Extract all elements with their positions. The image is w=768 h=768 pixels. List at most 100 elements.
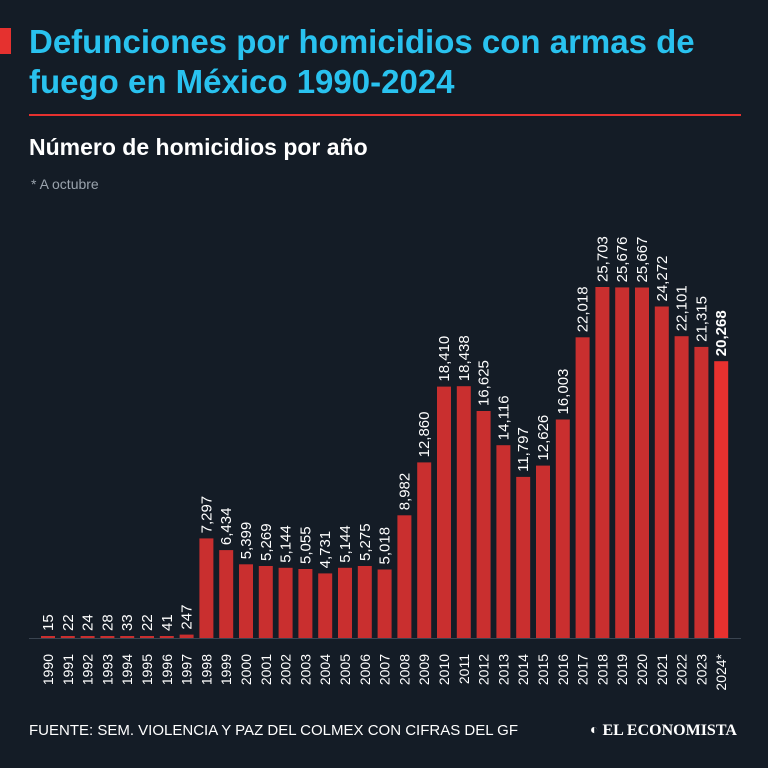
- bar-2006: [357, 566, 372, 638]
- x-tick-2016: 2016: [555, 654, 571, 685]
- x-tick-2008: 2008: [396, 654, 412, 685]
- bar-1996: [159, 636, 174, 638]
- bar-2020: [635, 287, 649, 638]
- value-label-1994: 33: [119, 614, 136, 631]
- value-label-2000: 5,399: [238, 522, 255, 560]
- x-tick-2020: 2020: [634, 654, 650, 685]
- x-tick-1994: 1994: [119, 654, 135, 685]
- x-tick-1991: 1991: [60, 654, 76, 685]
- bar-1992: [80, 636, 95, 638]
- value-label-2010: 18,410: [436, 336, 453, 382]
- bar-1998: [199, 538, 214, 638]
- bar-2004: [318, 573, 333, 638]
- x-tick-1998: 1998: [198, 654, 214, 685]
- bar-1997: [179, 634, 194, 638]
- bar-2008: [397, 515, 412, 638]
- value-label-2005: 5,144: [337, 525, 354, 563]
- bar-2000: [239, 564, 253, 638]
- x-tick-2017: 2017: [575, 654, 591, 685]
- bar-2018: [595, 287, 610, 638]
- value-label-1992: 24: [80, 614, 97, 631]
- brand-icon: ◐: [590, 723, 599, 738]
- value-label-2014: 11,797: [515, 427, 532, 472]
- x-tick-2014: 2014: [515, 654, 531, 685]
- value-label-1998: 7,297: [198, 496, 215, 534]
- value-label-2002: 5,144: [278, 525, 295, 563]
- x-tick-1990: 1990: [40, 654, 56, 685]
- bar-1999: [219, 550, 234, 638]
- x-tick-2019: 2019: [614, 654, 630, 685]
- value-label-2024*: 20,268: [713, 310, 730, 356]
- value-label-1991: 22: [60, 614, 77, 631]
- bar-2016: [555, 419, 570, 638]
- x-tick-2007: 2007: [377, 654, 393, 685]
- value-label-2011: 18,438: [456, 335, 473, 381]
- title-accent-bar: [0, 28, 11, 54]
- x-tick-2006: 2006: [357, 654, 373, 685]
- bar-1991: [60, 636, 75, 638]
- brand-name: EL ECONOMISTA: [602, 722, 737, 739]
- bar-1994: [120, 636, 135, 638]
- bar-2021: [654, 306, 669, 638]
- value-label-2003: 5,055: [297, 526, 314, 564]
- value-label-2009: 12,860: [416, 412, 433, 458]
- bar-2009: [417, 462, 432, 638]
- x-tick-2011: 2011: [456, 654, 472, 684]
- bar-1990: [41, 636, 55, 638]
- bar-2023: [694, 346, 709, 638]
- bar-2024*: [714, 361, 729, 638]
- bar-2019: [615, 287, 630, 638]
- x-tick-2004: 2004: [317, 654, 333, 685]
- value-label-2004: 4,731: [317, 531, 334, 569]
- value-label-2013: 14,116: [495, 395, 512, 440]
- source-text: FUENTE: SEM. VIOLENCIA Y PAZ DEL COLMEX …: [29, 722, 518, 739]
- value-label-2008: 8,982: [396, 473, 413, 511]
- x-tick-1995: 1995: [139, 654, 155, 685]
- value-label-2022: 22,101: [674, 285, 691, 331]
- title-divider: [29, 114, 741, 116]
- bar-2015: [536, 465, 550, 638]
- bar-1995: [140, 636, 154, 638]
- x-tick-1993: 1993: [99, 654, 115, 685]
- x-tick-2022: 2022: [674, 654, 690, 685]
- bar-2010: [437, 386, 451, 638]
- page-title: Defunciones por homicidios con armas de …: [29, 23, 695, 100]
- bar-2012: [476, 411, 491, 638]
- x-tick-2000: 2000: [238, 654, 254, 685]
- x-tick-2012: 2012: [476, 654, 492, 685]
- x-tick-2010: 2010: [436, 654, 452, 685]
- value-label-1995: 22: [139, 614, 156, 631]
- value-label-2020: 25,667: [634, 237, 651, 283]
- value-label-2017: 22,018: [575, 286, 592, 332]
- x-tick-1992: 1992: [80, 654, 96, 685]
- bar-2005: [338, 567, 352, 638]
- x-tick-2001: 2001: [258, 654, 274, 685]
- bar-1993: [100, 636, 115, 638]
- x-tick-1997: 1997: [179, 654, 195, 685]
- bar-2002: [278, 567, 293, 638]
- value-label-2023: 21,315: [693, 296, 710, 342]
- bar-2022: [674, 336, 689, 638]
- value-label-2001: 5,269: [258, 523, 275, 561]
- value-label-2006: 5,275: [357, 523, 374, 561]
- value-label-2016: 16,003: [555, 369, 572, 415]
- brand-logo: ◐ EL ECONOMISTA: [590, 722, 737, 740]
- bar-2013: [496, 445, 511, 638]
- bar-2003: [298, 569, 313, 638]
- x-tick-2005: 2005: [337, 654, 353, 685]
- bar-2011: [456, 386, 471, 638]
- x-tick-2002: 2002: [278, 654, 294, 685]
- value-label-2012: 16,625: [476, 360, 493, 406]
- value-label-2021: 24,272: [654, 256, 671, 302]
- bar-2001: [258, 566, 273, 638]
- value-label-1999: 6,434: [218, 508, 235, 546]
- x-tick-1999: 1999: [218, 654, 234, 685]
- x-tick-2003: 2003: [297, 654, 313, 685]
- value-label-1993: 28: [99, 614, 116, 631]
- x-tick-1996: 1996: [159, 654, 175, 685]
- x-tick-2015: 2015: [535, 654, 551, 685]
- x-tick-2023: 2023: [693, 654, 709, 685]
- bar-2007: [377, 569, 392, 638]
- chart-subtitle: Número de homicidios por año: [29, 134, 368, 160]
